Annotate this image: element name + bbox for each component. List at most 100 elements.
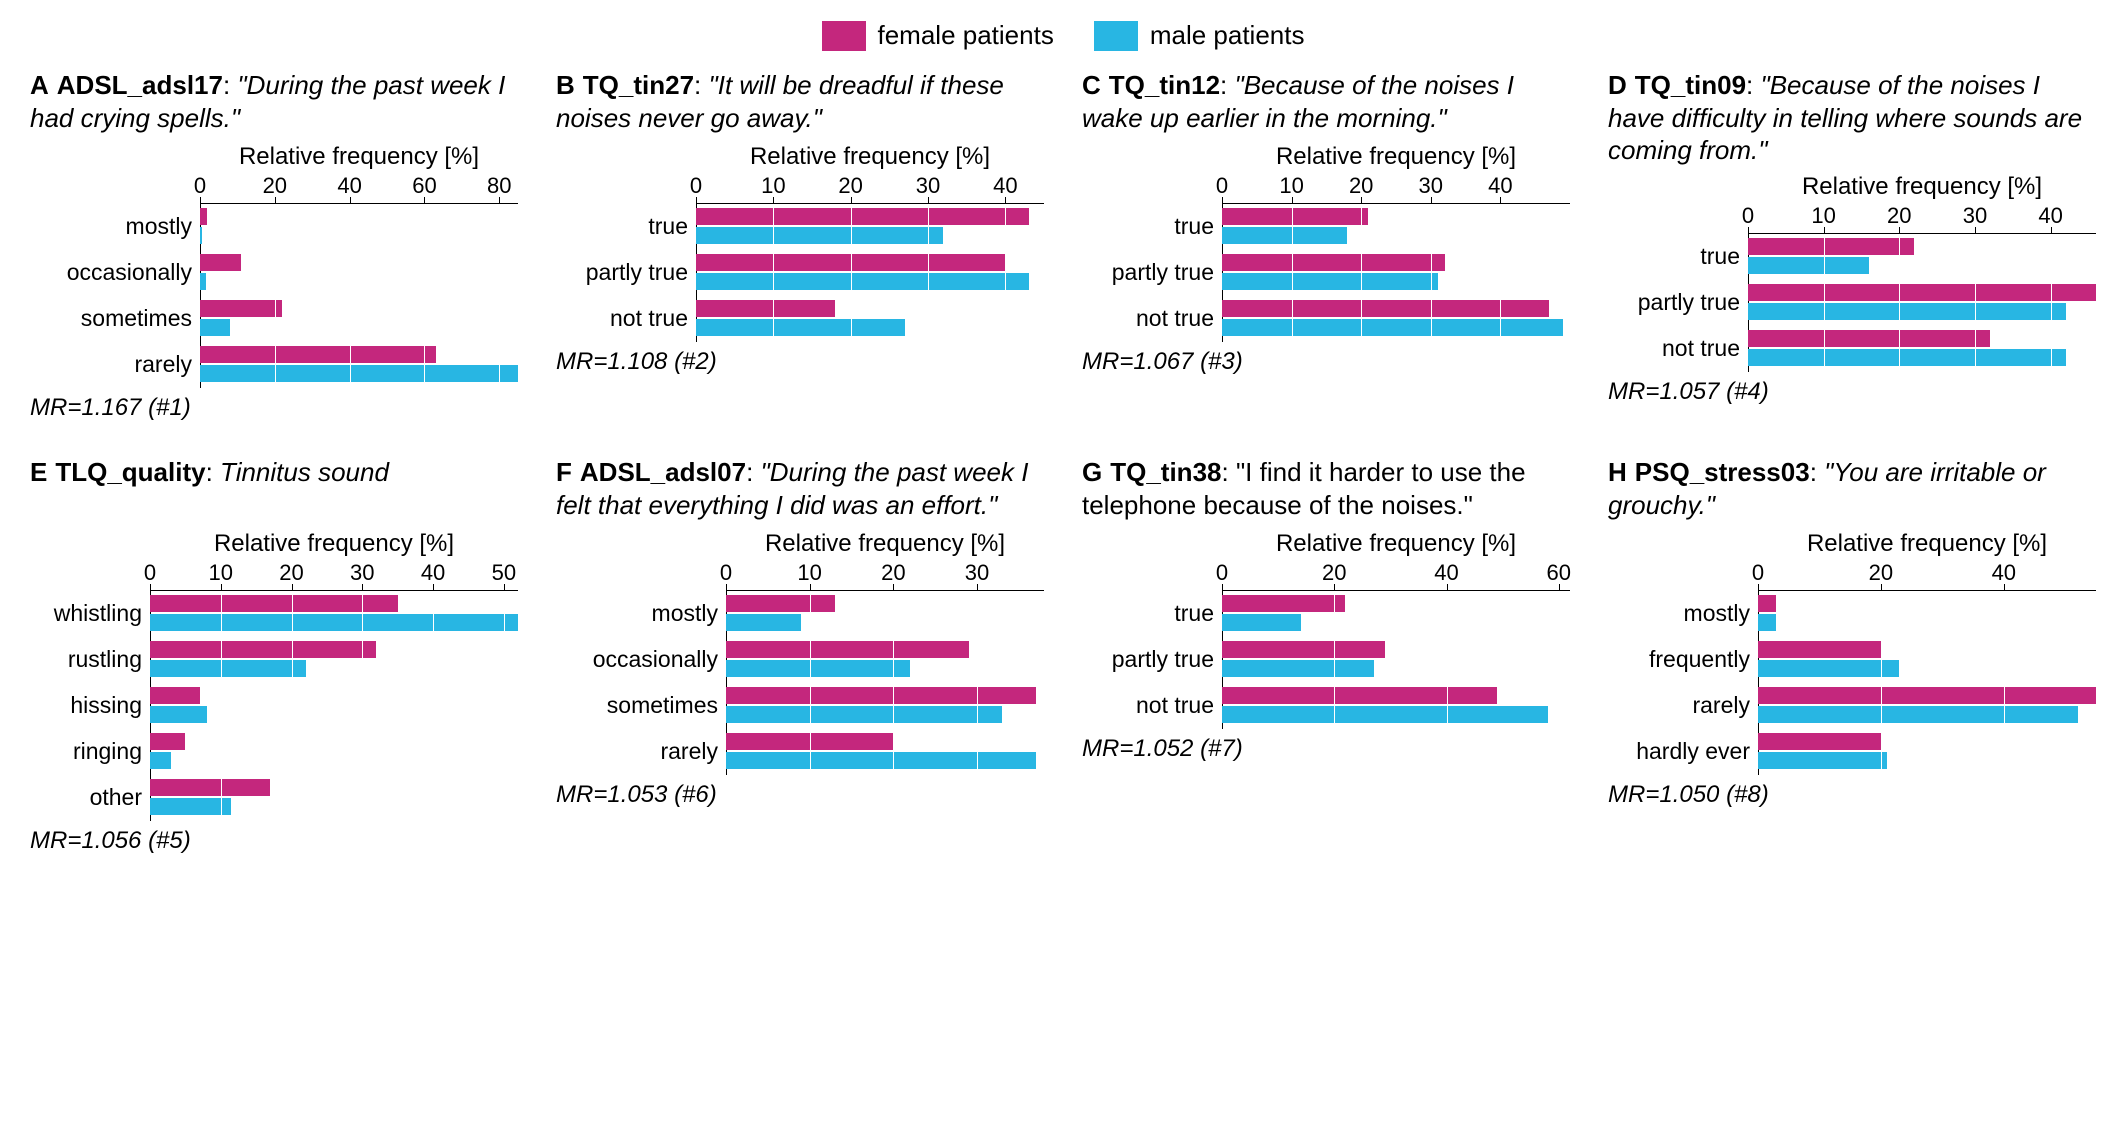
x-axis-ticks: 02040 [1758,560,2096,590]
x-tick-label: 0 [720,560,732,586]
bar-female [1222,208,1368,225]
legend-item-female: female patients [822,20,1054,51]
mr-label: MR=1.067 (#3) [1082,348,1570,376]
x-tick-label: 40 [2038,203,2062,229]
bar-row [200,342,518,388]
bar-male [696,273,1029,290]
chart: Relative frequency [%]01020304050whistli… [30,530,518,821]
bar-female [200,208,207,225]
gridline [928,204,929,342]
y-category-label: not true [1608,325,1748,371]
panel-letter: A [30,70,49,100]
panel-title: HPSQ_stress03: "You are irritable or gro… [1608,456,2096,524]
x-tick-label: 40 [337,173,361,199]
bar-pair [1222,683,1570,729]
x-tick-label: 0 [690,173,702,199]
bar-female [150,733,185,750]
gridline [1447,591,1448,729]
bar-female [1758,687,2096,704]
bar-male [726,614,801,631]
panel-code: TQ_tin09 [1635,70,1746,100]
gridline [1361,204,1362,342]
x-tick-label: 30 [350,560,374,586]
x-tick-label: 20 [1349,173,1373,199]
x-axis-title: Relative frequency [%] [1222,530,1570,558]
bar-female [726,595,835,612]
gridline [1975,234,1976,372]
y-category-label: partly true [556,249,696,295]
mr-label: MR=1.167 (#1) [30,394,518,422]
gridline [504,591,505,821]
legend-swatch-male [1094,21,1138,51]
bar-female [696,208,1029,225]
x-axis-title: Relative frequency [%] [1748,173,2096,201]
bar-pair [200,342,518,388]
bar-pair [1222,250,1570,296]
x-tick-label: 0 [1742,203,1754,229]
bar-female [200,346,436,363]
bar-pair [1758,729,2096,775]
panel-letter: H [1608,457,1627,487]
panel-A: AADSL_adsl17: "During the past week I ha… [30,69,518,422]
x-axis-ticks: 01020304050 [150,560,518,590]
bar-pair [726,683,1044,729]
bar-pair [726,637,1044,683]
chart: Relative frequency [%]02040mostlyfrequen… [1608,530,2096,775]
gridline [2051,234,2052,372]
panel-code: TQ_tin12 [1109,70,1220,100]
bar-male [150,752,171,769]
bar-row [1758,591,2096,637]
y-category-label: rustling [30,636,150,682]
bar-female [1748,284,2096,301]
bar-row [1222,591,1570,637]
x-axis-title: Relative frequency [%] [200,143,518,171]
panel-code: TLQ_quality [55,457,205,487]
bar-female [1748,330,1990,347]
gridline [362,591,363,821]
y-category-label: rarely [556,728,726,774]
panel-letter: D [1608,70,1627,100]
y-category-label: true [1082,203,1222,249]
bar-male [200,273,206,290]
bar-pair [1758,683,2096,729]
x-tick-label: 30 [1419,173,1443,199]
plot-area [200,203,518,388]
bar-row [1748,326,2096,372]
panel-H: HPSQ_stress03: "You are irritable or gro… [1608,456,2096,855]
bar-pair [1758,591,2096,637]
x-tick-label: 30 [916,173,940,199]
y-category-label: not true [1082,295,1222,341]
mr-label: MR=1.053 (#6) [556,781,1044,809]
x-tick-label: 0 [194,173,206,199]
x-axis-ticks: 020406080 [200,173,518,203]
x-tick-label: 10 [761,173,785,199]
gridline [1334,591,1335,729]
bar-pair [200,250,518,296]
bar-female [200,254,241,271]
bar-rows [696,204,1044,342]
y-category-label: not true [556,295,696,341]
bar-male [1758,614,1776,631]
bar-row [1222,204,1570,250]
y-category-label: partly true [1082,636,1222,682]
bar-row [1222,637,1570,683]
bar-row [1222,683,1570,729]
panel-letter: C [1082,70,1101,100]
legend-swatch-female [822,21,866,51]
bar-male [1222,706,1548,723]
panel-letter: B [556,70,575,100]
x-tick-label: 20 [263,173,287,199]
x-axis-ticks: 0102030 [726,560,1044,590]
panel-title: AADSL_adsl17: "During the past week I ha… [30,69,518,137]
y-category-label: occasionally [30,249,200,295]
legend-label-female: female patients [878,20,1054,51]
bar-pair [1222,296,1570,342]
bar-female [150,595,398,612]
bar-row [726,637,1044,683]
panel-code: TQ_tin38 [1110,457,1221,487]
bar-male [696,319,905,336]
bar-pair [1748,326,2096,372]
gridline [851,204,852,342]
y-category-label: true [1608,233,1748,279]
bar-pair [1748,280,2096,326]
